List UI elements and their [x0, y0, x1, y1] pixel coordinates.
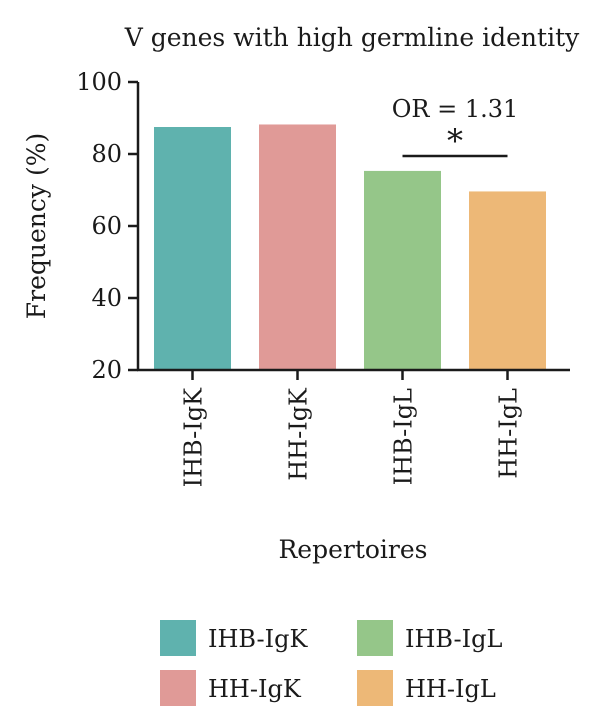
bars-layer [154, 124, 546, 370]
legend-swatch-ihb-igl [357, 620, 393, 656]
y-tick-label-20: 20 [91, 356, 122, 384]
legend-swatch-hh-igl [357, 670, 393, 706]
chart-title: V genes with high germline identity [124, 23, 580, 52]
legend-label-hh-igk: HH-IgK [208, 675, 302, 703]
odds-ratio-label: OR = 1.31 [392, 95, 519, 123]
bar-hh-igl [469, 191, 546, 370]
x-tick-label-ihb-igk: IHB-IgK [180, 387, 208, 487]
axes-layer: 20 40 60 80 100 IHB-IgK HH-IgK IHB-IgL HH-IgL [76, 68, 570, 487]
legend-swatch-hh-igk [160, 670, 196, 706]
legend-label-ihb-igl: IHB-IgL [405, 625, 502, 653]
legend-label-hh-igl: HH-IgL [405, 675, 496, 703]
x-tick-label-hh-igk: HH-IgK [285, 387, 313, 481]
y-tick-label-40: 40 [91, 284, 122, 312]
y-tick-label-100: 100 [76, 68, 122, 96]
significance-marker: * [447, 122, 463, 160]
legend: IHB-IgK IHB-IgL HH-IgK HH-IgL [160, 620, 502, 706]
y-tick-label-60: 60 [91, 212, 122, 240]
y-axis-label: Frequency (%) [22, 133, 51, 319]
x-tick-label-ihb-igl: IHB-IgL [390, 388, 418, 485]
legend-swatch-ihb-igk [160, 620, 196, 656]
legend-label-ihb-igk: IHB-IgK [208, 625, 308, 653]
bar-ihb-igk [154, 127, 231, 370]
bar-hh-igk [259, 124, 336, 370]
bar-ihb-igl [364, 170, 441, 370]
x-axis-label: Repertoires [278, 535, 427, 564]
y-tick-label-80: 80 [91, 140, 122, 168]
x-tick-label-hh-igl: HH-IgL [495, 388, 523, 479]
annotation-layer: *OR = 1.31 [392, 95, 519, 160]
